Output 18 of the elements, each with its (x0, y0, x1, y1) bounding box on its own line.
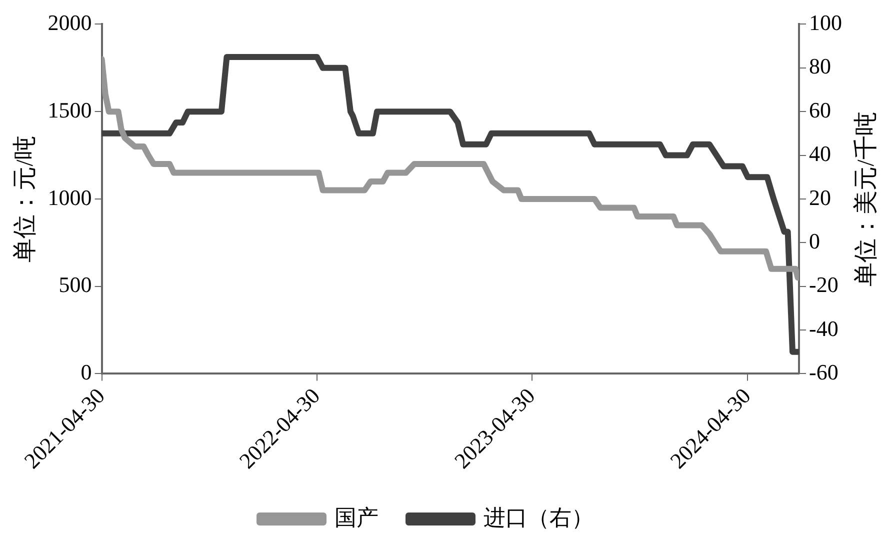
legend-label: 国产 (334, 504, 378, 530)
y2-tick-label: 100 (809, 10, 842, 35)
y2-tick-label: 0 (809, 228, 820, 254)
y-tick-label: 0 (80, 360, 92, 385)
y2-tick-label: 80 (809, 54, 831, 79)
y-tick-label: 1000 (48, 184, 92, 210)
y2-tick-label: -20 (809, 272, 838, 298)
legend-label: 进口（右） (484, 504, 594, 530)
y2-axis-title: 单位：美元/千吨 (852, 112, 880, 286)
y-tick-label: 500 (58, 272, 92, 298)
y2-tick-label: -40 (809, 316, 838, 341)
y-tick-label: 2000 (48, 10, 92, 35)
y2-tick-label: 60 (809, 97, 831, 122)
y2-tick-label: -60 (809, 360, 838, 385)
y-tick-label: 1500 (48, 97, 92, 122)
y2-tick-label: 40 (809, 141, 831, 166)
y2-tick-label: 20 (809, 184, 831, 210)
y-axis-title: 单位：元/吨 (12, 136, 39, 262)
